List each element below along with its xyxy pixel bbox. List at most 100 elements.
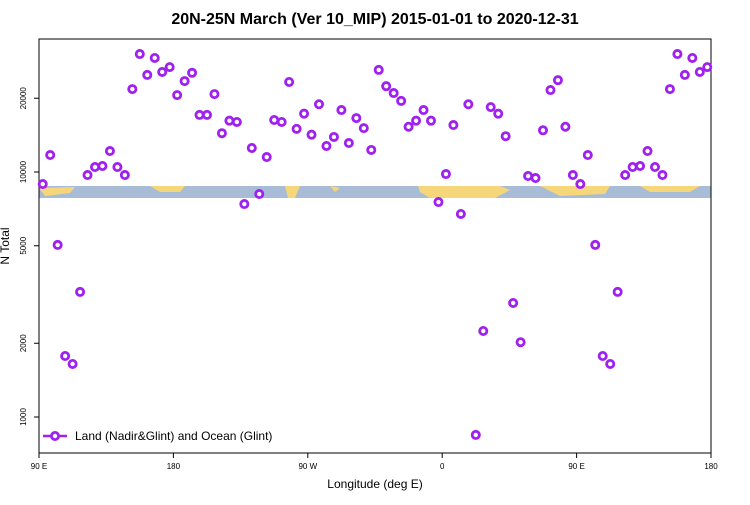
point xyxy=(246,142,257,153)
point xyxy=(455,208,466,219)
point xyxy=(201,109,212,120)
point xyxy=(597,351,608,362)
point xyxy=(313,99,324,110)
point xyxy=(97,160,108,171)
point xyxy=(627,162,638,173)
y-tick-label: 5000 xyxy=(19,236,28,254)
point xyxy=(567,170,578,181)
point xyxy=(478,326,489,337)
point xyxy=(231,116,242,127)
map-strip xyxy=(39,186,711,198)
point xyxy=(485,102,496,113)
point xyxy=(149,52,160,63)
point xyxy=(425,115,436,126)
point xyxy=(67,358,78,369)
point xyxy=(590,239,601,250)
point xyxy=(575,179,586,190)
point xyxy=(328,131,339,142)
point xyxy=(605,358,616,369)
point xyxy=(366,144,377,155)
point xyxy=(306,129,317,140)
point xyxy=(552,75,563,86)
point xyxy=(635,160,646,171)
point xyxy=(500,131,511,142)
y-tick-label: 10000 xyxy=(19,160,28,183)
point xyxy=(440,169,451,180)
point xyxy=(254,189,265,200)
x-axis-label: Longitude (deg E) xyxy=(327,477,422,491)
x-tick-label: 90 E xyxy=(31,462,47,471)
point xyxy=(388,88,399,99)
point xyxy=(650,162,661,173)
point xyxy=(321,140,332,151)
point xyxy=(672,49,683,60)
point xyxy=(463,99,474,110)
point xyxy=(164,62,175,73)
point xyxy=(679,69,690,80)
point xyxy=(433,197,444,208)
point xyxy=(373,64,384,75)
y-tick-label: 1000 xyxy=(19,408,28,426)
point xyxy=(343,138,354,149)
point xyxy=(620,170,631,181)
chart-title: 20N-25N March (Ver 10_MIP) 2015-01-01 to… xyxy=(171,11,578,28)
point xyxy=(127,84,138,95)
point xyxy=(239,199,250,210)
point xyxy=(119,170,130,181)
y-tick-label: 20000 xyxy=(19,87,28,110)
point xyxy=(172,90,183,101)
point xyxy=(664,84,675,95)
point xyxy=(515,337,526,348)
point xyxy=(60,351,71,362)
point xyxy=(187,67,198,78)
point xyxy=(209,89,220,100)
point xyxy=(261,152,272,163)
point xyxy=(657,170,668,181)
point xyxy=(291,123,302,134)
point xyxy=(75,286,86,297)
point xyxy=(157,66,168,77)
point xyxy=(82,170,93,181)
point xyxy=(612,286,623,297)
point xyxy=(702,62,713,73)
y-axis-label: N Total xyxy=(0,227,12,264)
point xyxy=(104,146,115,157)
plot-frame xyxy=(38,38,712,454)
x-tick-label: 180 xyxy=(704,462,718,471)
point xyxy=(530,173,541,184)
point xyxy=(508,297,519,308)
point xyxy=(358,123,369,134)
x-tick-label: 90 E xyxy=(568,462,584,471)
point xyxy=(336,105,347,116)
point xyxy=(276,116,287,127)
point xyxy=(37,179,48,190)
point xyxy=(381,81,392,92)
point xyxy=(493,108,504,119)
point xyxy=(582,150,593,161)
y-tick-label: 2000 xyxy=(19,334,28,352)
legend-marker xyxy=(50,430,61,441)
point xyxy=(545,85,556,96)
legend-label: Land (Nadir&Glint) and Ocean (Glint) xyxy=(75,429,272,443)
point xyxy=(45,150,56,161)
x-tick-label: 0 xyxy=(440,462,445,471)
point xyxy=(299,108,310,119)
point xyxy=(694,66,705,77)
point xyxy=(396,95,407,106)
point xyxy=(411,115,422,126)
point xyxy=(90,162,101,173)
point xyxy=(224,115,235,126)
point xyxy=(470,429,481,440)
x-tick-label: 180 xyxy=(167,462,181,471)
point xyxy=(418,105,429,116)
point xyxy=(560,121,571,132)
point xyxy=(216,128,227,139)
point xyxy=(179,76,190,87)
point xyxy=(112,162,123,173)
x-tick-label: 90 W xyxy=(298,462,317,471)
point xyxy=(351,113,362,124)
point xyxy=(134,49,145,60)
point xyxy=(52,239,63,250)
point xyxy=(687,52,698,63)
